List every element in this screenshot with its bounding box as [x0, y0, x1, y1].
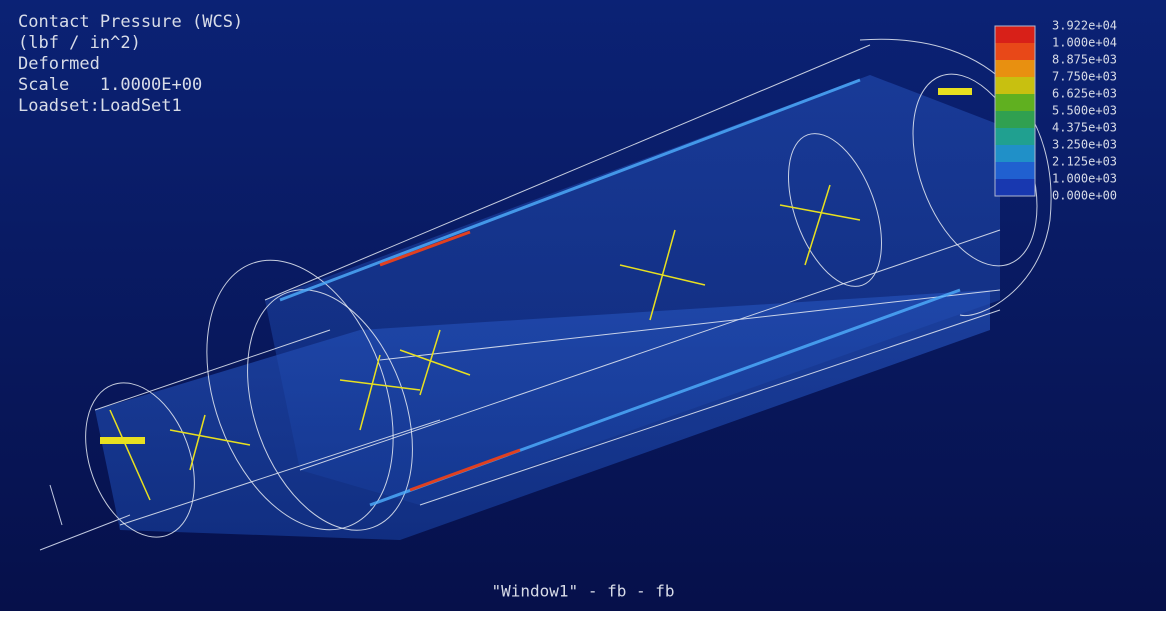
- constraint-marker: [938, 88, 972, 95]
- header-line: Deformed: [18, 54, 100, 74]
- legend-swatch: [995, 162, 1035, 179]
- legend-label: 2.125e+03: [1052, 155, 1117, 169]
- header-line: Contact Pressure (WCS): [18, 12, 243, 32]
- header-line: (lbf / in^2): [18, 33, 141, 53]
- header-line: Loadset:LoadSet1: [18, 96, 182, 116]
- legend-swatch: [995, 145, 1035, 162]
- legend-swatch: [995, 43, 1035, 60]
- legend-label: 3.922e+04: [1052, 19, 1117, 33]
- legend-label: 4.375e+03: [1052, 121, 1117, 135]
- legend-swatch: [995, 179, 1035, 196]
- legend-label: 3.250e+03: [1052, 138, 1117, 152]
- constraint-marker: [100, 437, 145, 444]
- legend-label: 6.625e+03: [1052, 87, 1117, 101]
- legend-swatch: [995, 60, 1035, 77]
- legend-swatch: [995, 111, 1035, 128]
- window-label: "Window1" - fb - fb: [491, 582, 674, 601]
- legend-swatch: [995, 77, 1035, 94]
- viewport: "Window1" - fb - fb Contact Pressure (WC…: [0, 0, 1166, 631]
- legend-label: 8.875e+03: [1052, 53, 1117, 67]
- legend-label: 7.750e+03: [1052, 70, 1117, 84]
- legend-bar: [995, 26, 1035, 196]
- header-line: Scale 1.0000E+00: [18, 75, 202, 95]
- legend-swatch: [995, 26, 1035, 43]
- legend-swatch: [995, 94, 1035, 111]
- legend-swatch: [995, 128, 1035, 145]
- legend-label: 5.500e+03: [1052, 104, 1117, 118]
- legend-label: 0.000e+00: [1052, 189, 1117, 203]
- legend-label: 1.000e+03: [1052, 172, 1117, 186]
- legend-label: 1.000e+04: [1052, 36, 1117, 50]
